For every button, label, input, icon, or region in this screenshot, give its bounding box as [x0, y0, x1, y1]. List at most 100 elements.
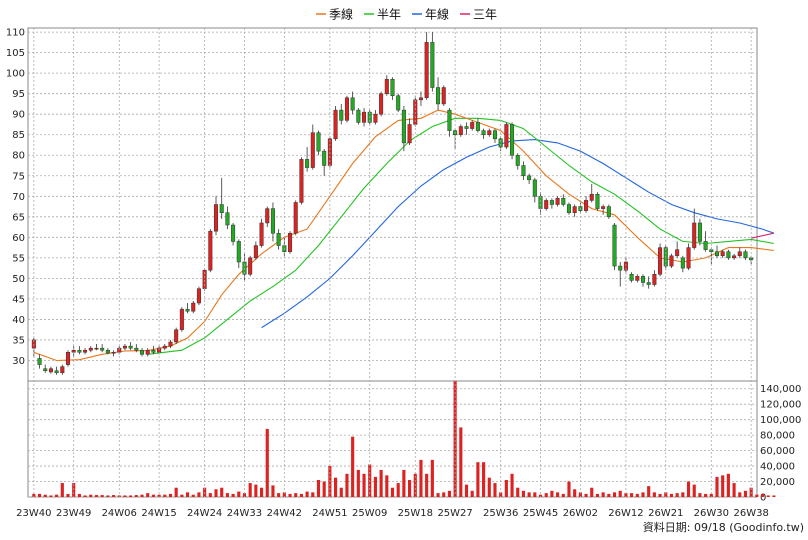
x-tick-label: 25W45 [523, 508, 558, 519]
candle-body [276, 232, 281, 246]
candle-body [384, 79, 389, 94]
volume-bar [686, 481, 691, 497]
volume-bar [197, 492, 201, 497]
candle-body [174, 329, 179, 343]
candle-body [510, 124, 515, 156]
volume-bar [521, 490, 526, 497]
volume-bar [299, 493, 303, 497]
volume-bar [578, 492, 582, 497]
volume-bar [550, 490, 554, 497]
volume-bar [123, 495, 127, 497]
candle-body [561, 198, 566, 205]
candle-body [714, 251, 720, 257]
candle-body [390, 79, 395, 96]
candle-body [538, 196, 543, 209]
candle-body [214, 204, 219, 232]
volume-bar [499, 492, 503, 497]
volume-bar [362, 473, 366, 497]
volume-bar [345, 473, 349, 497]
candle-body [447, 109, 452, 131]
candle-body [441, 87, 446, 105]
volume-bar [459, 427, 463, 497]
volume-bar [83, 495, 87, 497]
price-tick-label: 40 [12, 315, 25, 326]
x-tick-label: 26W38 [733, 508, 768, 519]
candle-body [418, 97, 423, 101]
candle-body [527, 175, 532, 181]
candle-body [658, 247, 663, 275]
volume-bar [72, 483, 76, 497]
candle-body [595, 193, 600, 209]
candle-body [196, 288, 201, 304]
legend-label: 三年 [473, 8, 497, 22]
price-tick-label: 80 [12, 151, 25, 162]
volume-bar [635, 493, 639, 497]
volume-bar [334, 477, 338, 497]
candle-body [145, 349, 150, 355]
volume-bar [316, 479, 321, 497]
volume-bar [675, 493, 679, 497]
volume-bar [282, 492, 286, 497]
x-tick-label: 25W09 [352, 508, 387, 519]
candle-body [726, 251, 731, 259]
candle-body [566, 204, 571, 213]
candle-body [737, 251, 742, 257]
price-tick-label: 90 [12, 110, 25, 121]
candle-body [401, 109, 406, 144]
x-tick-label: 24W51 [312, 508, 347, 519]
volume-tick-label: 0 [760, 493, 766, 504]
candle-body [128, 345, 133, 349]
price-panel: 30 35 40 45 50 55 60 65 70 75 80 85 90 95 100 105 110 [6, 27, 775, 382]
candle-body [618, 265, 623, 271]
candle-body [288, 232, 293, 252]
candle-body [589, 193, 594, 201]
volume-bar [504, 479, 508, 497]
candle-body [601, 206, 606, 209]
candle-body [464, 126, 469, 129]
volume-bar [590, 487, 594, 497]
candle-body [94, 347, 99, 350]
volume-bar [66, 493, 70, 497]
candle-body [179, 308, 184, 330]
candle-body [162, 345, 167, 349]
candle-body [481, 130, 486, 135]
candle-body [191, 302, 196, 312]
candle-body [475, 122, 480, 131]
volume-bar [464, 484, 469, 497]
candle-body [646, 282, 651, 285]
candle-body [265, 208, 270, 224]
volume-tick-label: 100,000 [760, 415, 801, 426]
price-tick-label: 35 [12, 335, 25, 346]
volume-bar [516, 487, 520, 497]
volume-bar [225, 493, 229, 497]
candle-body [532, 179, 537, 197]
volume-bar [379, 469, 383, 497]
volume-bar [237, 491, 241, 497]
volume-bar [618, 490, 622, 497]
volume-bar [436, 493, 440, 497]
candle-body [65, 352, 71, 365]
volume-bar [55, 494, 59, 497]
candle-body [322, 150, 327, 166]
volume-bar [231, 493, 235, 497]
volume-bar [760, 493, 765, 497]
volume-bar [595, 493, 600, 497]
volume-panel: 0 20,000 40,000 60,000 80,000 100,000 120,000 1… [27, 380, 801, 504]
volume-bar [390, 487, 395, 497]
volume-bar [738, 492, 742, 497]
volume-bar [698, 493, 702, 497]
candle-body [373, 113, 378, 123]
candle-body [458, 126, 463, 135]
candle-body [629, 274, 634, 281]
candle-body [208, 230, 213, 271]
candle-body [43, 368, 48, 371]
candle-body [692, 222, 697, 248]
x-tick-label: 26W02 [563, 508, 598, 519]
candle-body [248, 257, 253, 275]
candle-body [720, 251, 725, 257]
candle-body [100, 347, 105, 351]
volume-bar [476, 462, 480, 497]
volume-bar [214, 489, 218, 497]
volume-bar [356, 469, 360, 497]
candle-body [37, 358, 42, 365]
